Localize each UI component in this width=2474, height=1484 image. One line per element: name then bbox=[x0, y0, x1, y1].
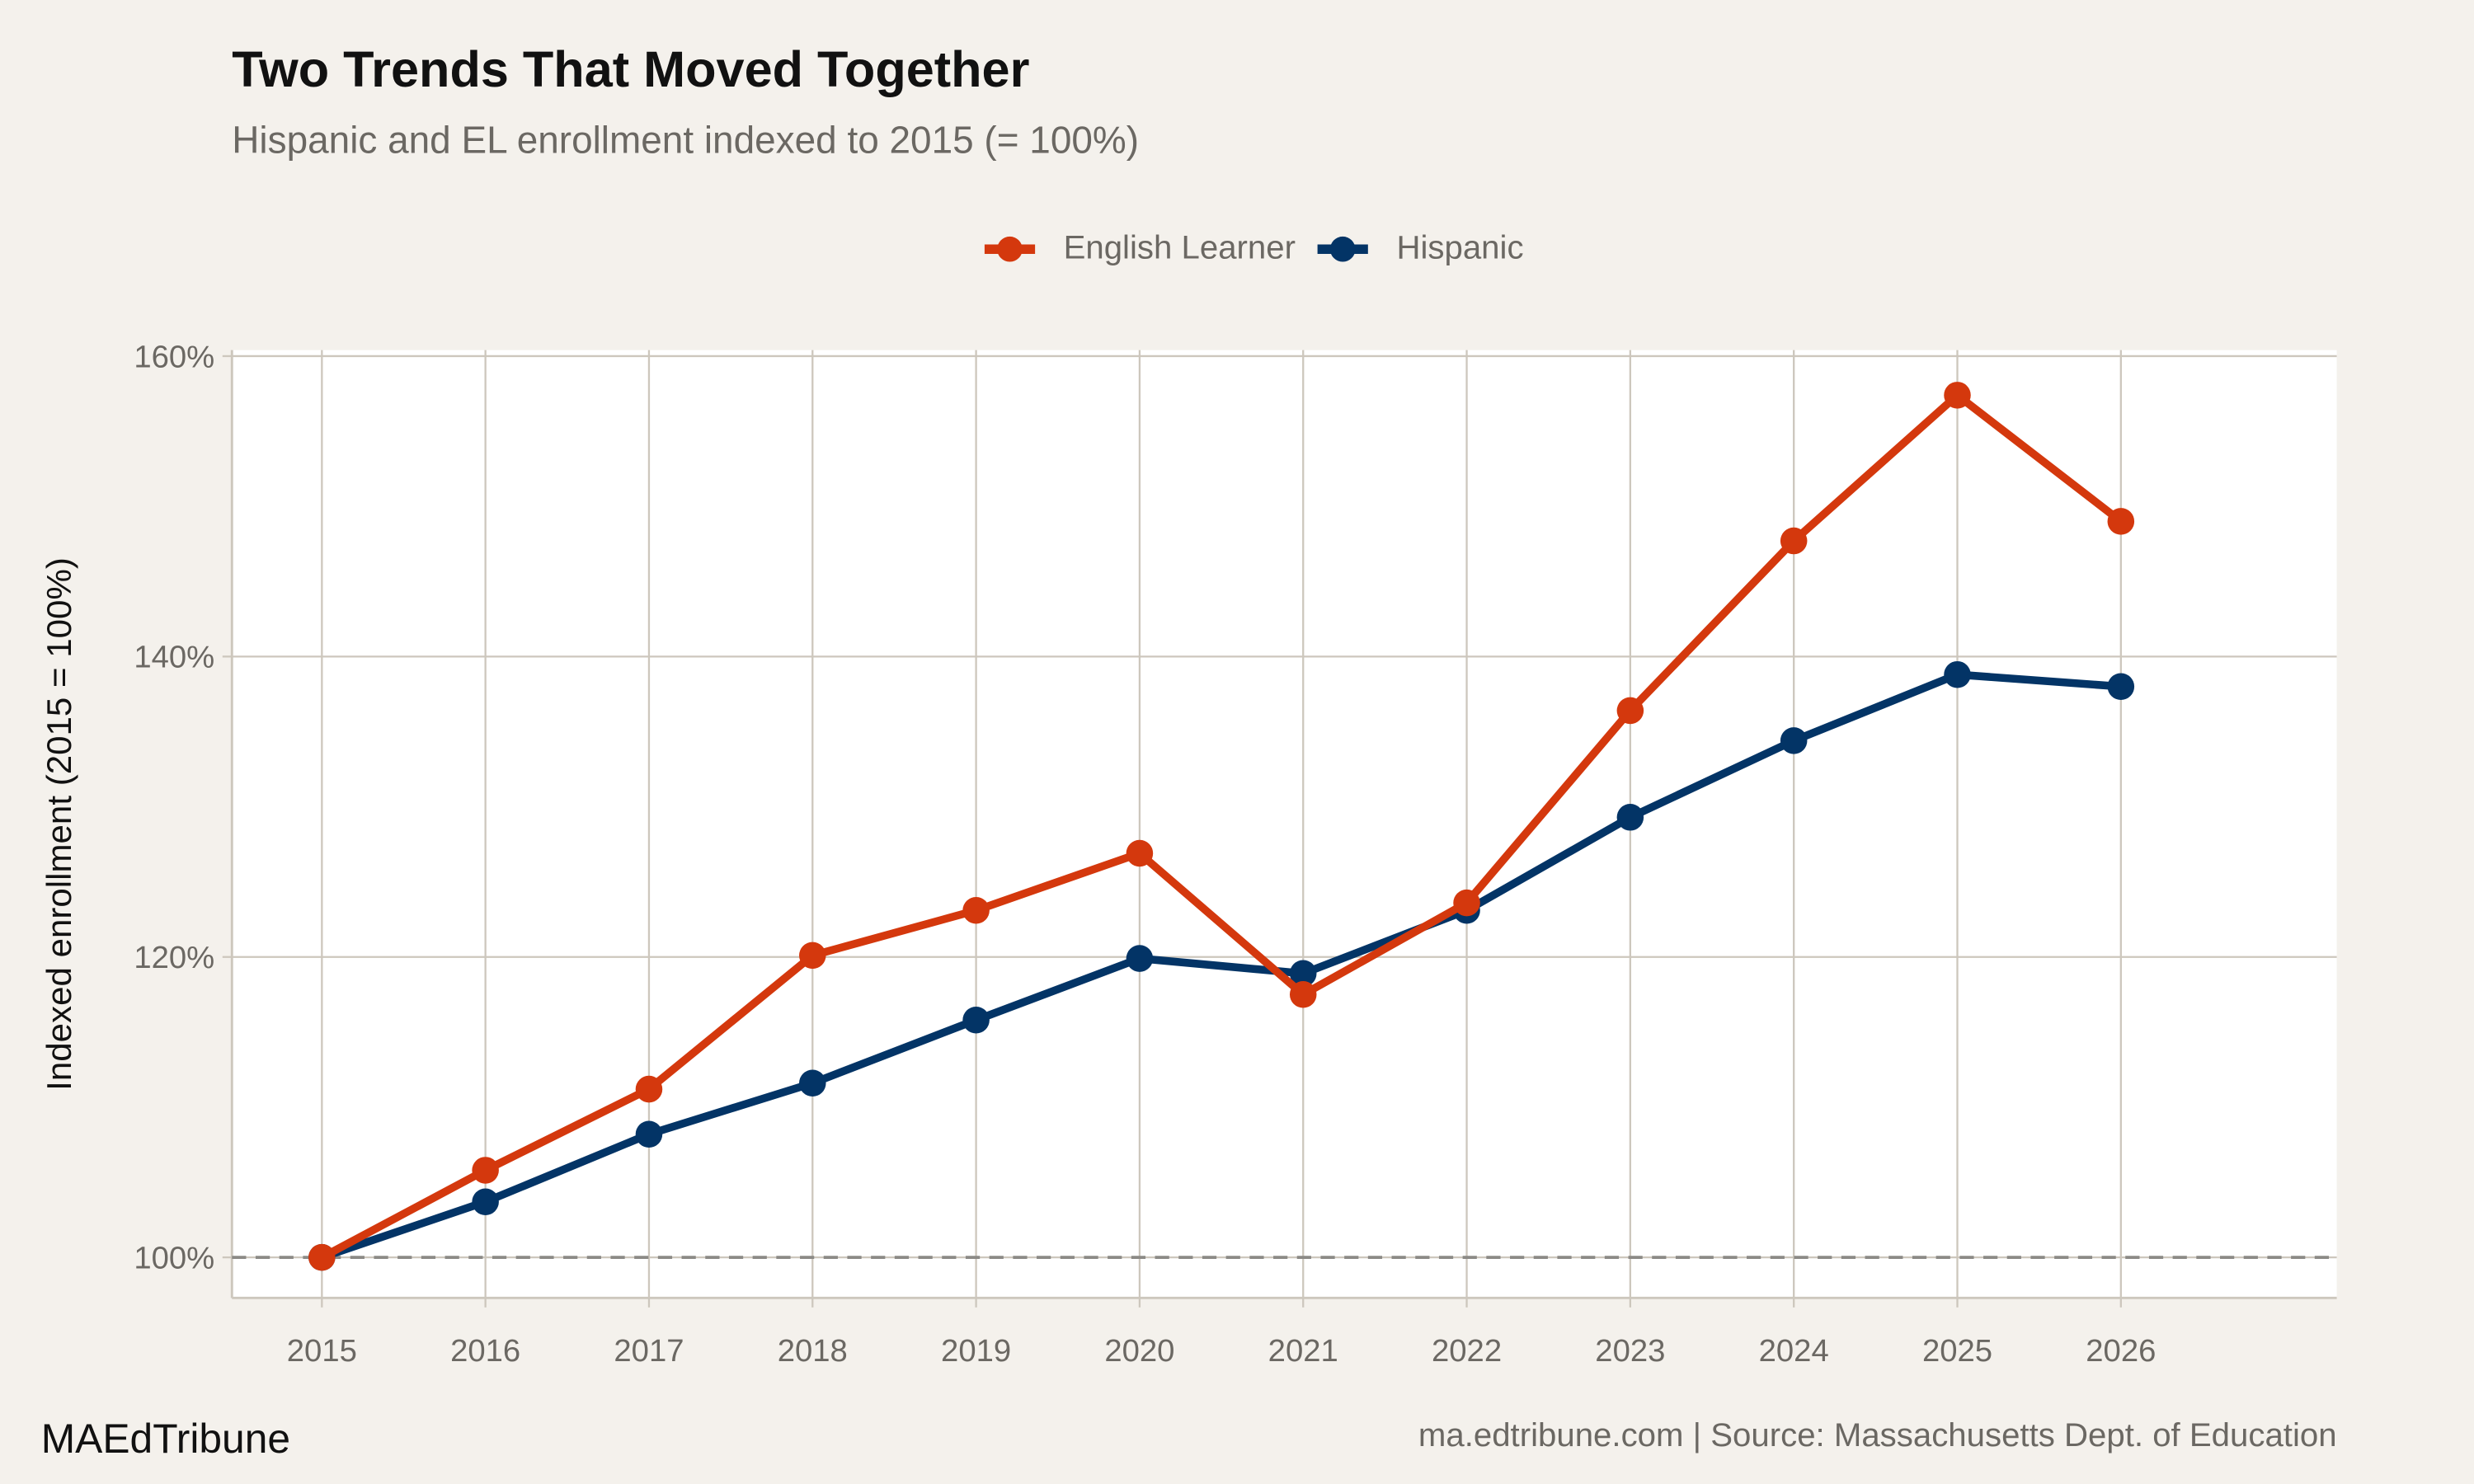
data-point-english-learner bbox=[1453, 889, 1480, 917]
x-tick-label: 2026 bbox=[2086, 1333, 2156, 1369]
data-point-hispanic bbox=[1780, 727, 1808, 754]
legend-key-hispanic bbox=[1317, 233, 1369, 265]
data-point-hispanic bbox=[635, 1120, 663, 1148]
data-point-hispanic bbox=[472, 1188, 499, 1215]
x-tick-label: 2018 bbox=[778, 1333, 848, 1369]
data-point-hispanic bbox=[799, 1069, 826, 1097]
data-point-hispanic bbox=[1126, 945, 1154, 972]
data-point-english-learner bbox=[1780, 527, 1808, 555]
legend-key-english-learner bbox=[984, 233, 1036, 265]
x-tick-label: 2021 bbox=[1268, 1333, 1338, 1369]
chart-title: Two Trends That Moved Together bbox=[232, 40, 1030, 98]
series-line-english-learner bbox=[320, 391, 2124, 1261]
legend: English Learner Hispanic bbox=[984, 230, 1545, 268]
data-point-english-learner bbox=[308, 1243, 336, 1271]
x-tick-label: 2016 bbox=[450, 1333, 520, 1369]
x-tick-label: 2019 bbox=[941, 1333, 1011, 1369]
data-point-english-learner bbox=[799, 942, 826, 970]
x-tick-label: 2025 bbox=[1922, 1333, 1992, 1369]
data-point-english-learner bbox=[1289, 981, 1317, 1008]
y-tick-label: 120% bbox=[134, 940, 214, 975]
data-point-english-learner bbox=[962, 896, 990, 924]
x-tick-label: 2023 bbox=[1595, 1333, 1665, 1369]
plot-background bbox=[232, 350, 2337, 1298]
x-tick-label: 2022 bbox=[1432, 1333, 1502, 1369]
y-axis-title: Indexed enrollment (2015 = 100%) bbox=[40, 557, 78, 1091]
legend-item-hispanic: Hispanic bbox=[1317, 230, 1524, 268]
source-note: ma.edtribune.com | Source: Massachusetts… bbox=[1418, 1417, 2337, 1454]
legend-label: English Learner bbox=[1063, 230, 1296, 267]
data-point-english-learner bbox=[635, 1075, 663, 1103]
x-tick-label: 2020 bbox=[1104, 1333, 1174, 1369]
brand-logo-text: MAEdTribune bbox=[40, 1414, 291, 1463]
data-point-hispanic bbox=[962, 1006, 990, 1034]
data-point-hispanic bbox=[1289, 960, 1317, 988]
y-tick-label: 140% bbox=[134, 640, 214, 675]
y-tick-label: 160% bbox=[134, 339, 214, 374]
y-tick-label: 100% bbox=[134, 1241, 214, 1276]
x-tick-label: 2015 bbox=[287, 1333, 357, 1369]
data-point-hispanic bbox=[1944, 660, 1971, 688]
data-point-hispanic bbox=[1616, 804, 1644, 831]
chart-subtitle: Hispanic and EL enrollment indexed to 20… bbox=[232, 120, 1140, 163]
data-point-english-learner bbox=[1616, 697, 1644, 725]
legend-item-english-learner: English Learner bbox=[984, 230, 1296, 268]
x-tick-label: 2024 bbox=[1759, 1333, 1829, 1369]
x-tick-label: 2017 bbox=[614, 1333, 684, 1369]
data-point-english-learner bbox=[1126, 839, 1154, 867]
data-point-english-learner bbox=[2107, 508, 2135, 535]
legend-label: Hispanic bbox=[1396, 230, 1524, 267]
data-point-english-learner bbox=[472, 1157, 499, 1184]
data-point-english-learner bbox=[1944, 382, 1971, 409]
series-line-hispanic bbox=[320, 670, 2122, 1261]
data-point-hispanic bbox=[2107, 673, 2135, 701]
